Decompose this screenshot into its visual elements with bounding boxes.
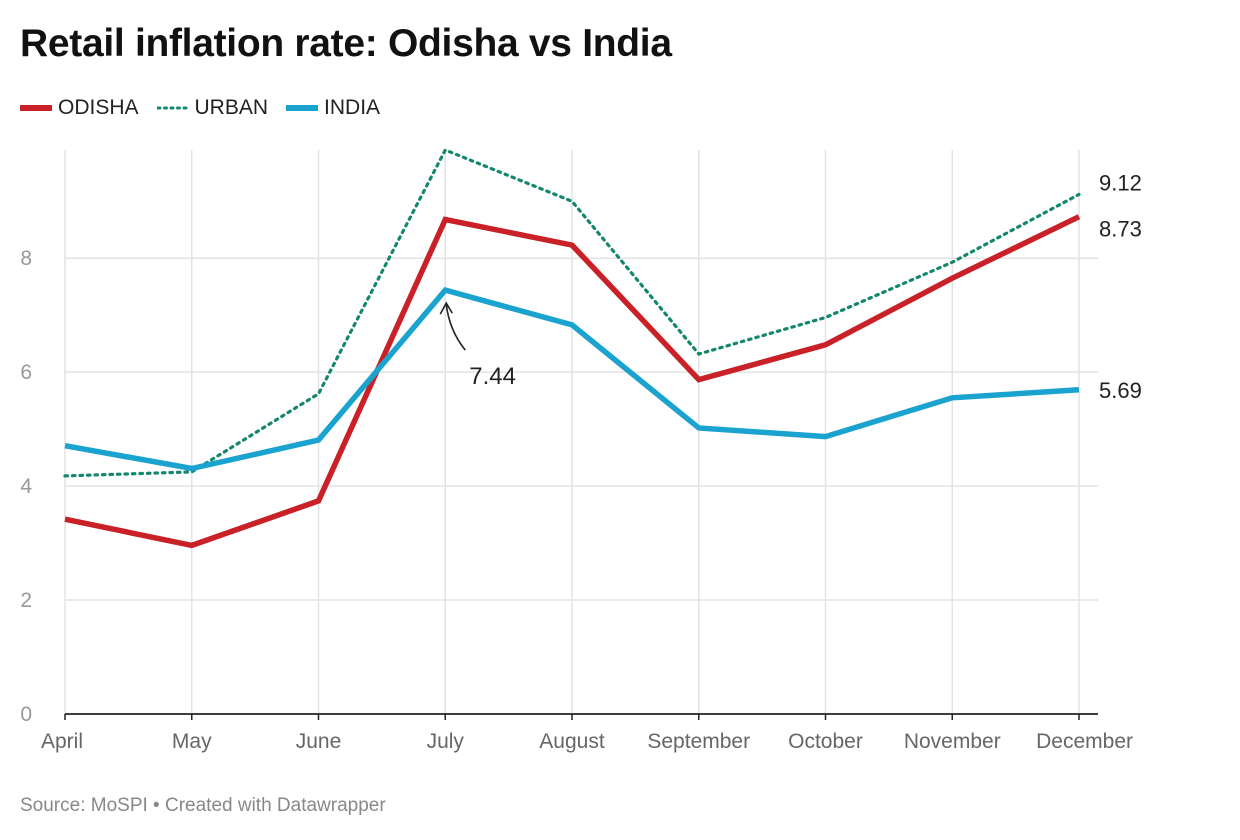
x-tick-label: July [427,730,465,753]
x-tick-label: December [1036,730,1133,753]
x-tick-label: November [904,730,1001,753]
legend-swatch-urban [156,106,189,110]
y-tick-label: 6 [20,361,32,384]
legend-item-odisha: ODISHA [20,96,139,120]
series-line-odisha [64,214,1081,549]
legend-label: ODISHA [58,96,139,119]
y-tick-label: 0 [20,703,32,726]
end-label-india: 5.69 [1099,378,1142,403]
x-tick-label: May [172,730,212,753]
end-label-urban: 9.12 [1099,170,1142,195]
y-tick-label: 4 [20,475,32,498]
series-layer [63,147,1081,549]
end-label-odisha: 8.73 [1099,217,1142,242]
legend-swatch-odisha [20,105,52,111]
chart-title: Retail inflation rate: Odisha vs India [20,22,672,65]
x-tick-label: August [539,730,605,753]
series-line-urban [63,147,1081,478]
legend-item-urban: URBAN [156,96,269,120]
x-tick-label: April [41,730,83,753]
series-line-india [64,286,1080,472]
label-layer: 7.44 9.12 8.73 5.69 [439,170,1142,403]
x-tick-label: September [647,730,750,753]
legend-label: URBAN [194,96,269,119]
legend-label: INDIA [324,96,381,119]
x-tick-label: June [296,730,342,753]
legend-item-india: INDIA [286,96,380,120]
grid-layer [64,150,1098,714]
x-tick-label: October [788,730,863,753]
legend-swatch-india [286,105,319,111]
source-note: Source: MoSPI • Created with Datawrapper [20,795,386,816]
y-tick-label: 2 [20,589,32,612]
annotation-label-india: 7.44 [469,363,516,390]
annotation-arrow [439,301,466,351]
y-tick-label: 8 [20,247,32,270]
axis-layer: 0 2 4 6 8 April May June July August September Octo… [20,247,1133,753]
chart-legend: ODISHA URBAN INDIA [20,96,380,120]
